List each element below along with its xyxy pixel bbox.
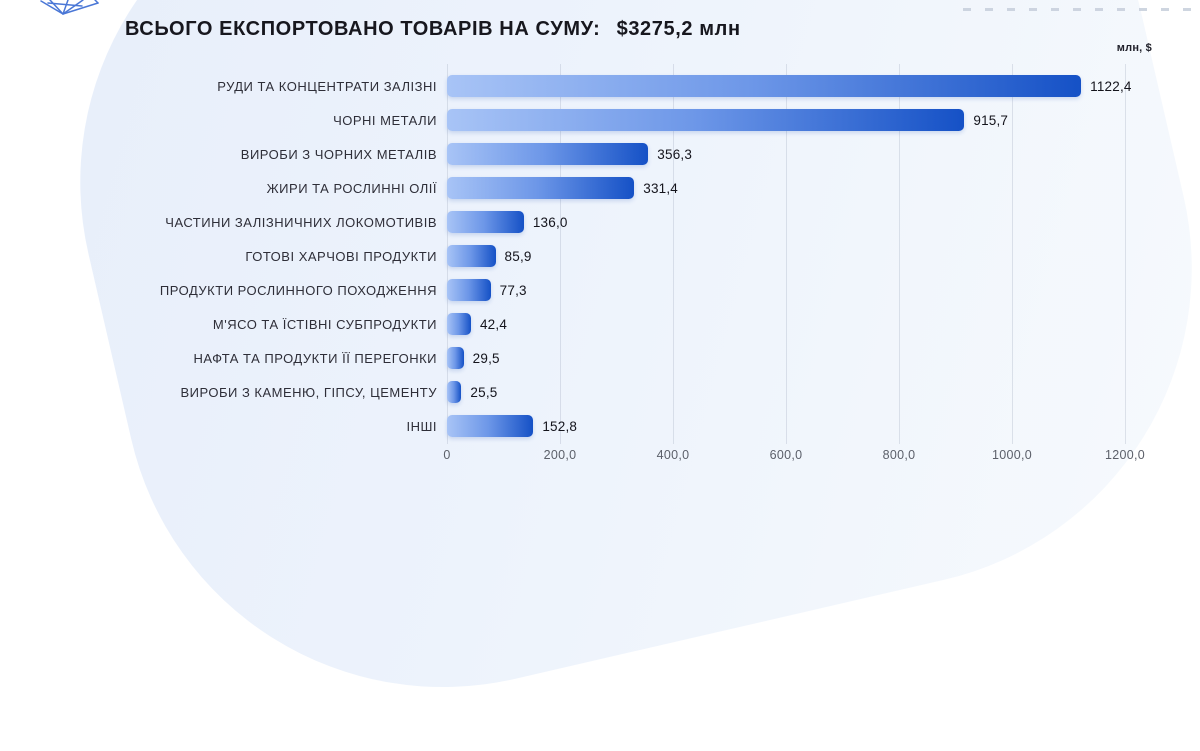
category-label: РУДИ ТА КОНЦЕНТРАТИ ЗАЛІЗНІ — [217, 79, 437, 94]
page-title: ВСЬОГО ЕКСПОРТОВАНО ТОВАРІВ НА СУМУ: $32… — [125, 18, 741, 41]
bar-value-label: 42,4 — [479, 317, 508, 332]
bar-value-label: 136,0 — [532, 215, 568, 230]
bar-chart: 0 200,0 400,0 600,0 800,0 1000,0 1200,0 РУДИ ТА… — [159, 64, 1146, 462]
x-axis-tick-label: 0 — [443, 448, 451, 462]
gridline — [1012, 64, 1013, 444]
dashed-decoration — [963, 8, 1200, 11]
x-axis-tick-label: 1200,0 — [1104, 448, 1146, 462]
bar-value-label: 25,5 — [470, 385, 498, 400]
gridline — [786, 64, 787, 444]
category-label: ВИРОБИ З КАМЕНЮ, ГІПСУ, ЦЕМЕНТУ — [180, 385, 437, 400]
bar-value-label: 77,3 — [499, 283, 527, 298]
bar — [447, 381, 462, 403]
gridline — [673, 64, 674, 444]
category-label: ІНШІ — [406, 419, 437, 434]
x-axis-tick-label: 800,0 — [882, 448, 916, 462]
bar-value-label: 85,9 — [504, 249, 532, 264]
bar — [447, 279, 491, 301]
bar-value-label: 331,4 — [643, 181, 679, 196]
gridline — [560, 64, 561, 444]
page-title-total-value: $3275,2 млн — [616, 18, 741, 40]
gridline — [1125, 64, 1126, 444]
category-label: ПРОДУКТИ РОСЛИННОГО ПОХОДЖЕННЯ — [159, 283, 437, 298]
bar — [447, 245, 496, 267]
bar — [447, 143, 649, 165]
x-axis-tick-label: 600,0 — [769, 448, 803, 462]
category-label: ЖИРИ ТА РОСЛИННІ ОЛІЇ — [266, 181, 437, 196]
bar-value-label: 915,7 — [973, 113, 1009, 128]
category-label: ЧОРНІ МЕТАЛИ — [333, 113, 437, 128]
category-label: НАФТА ТА ПРОДУКТИ ЇЇ ПЕРЕГОНКИ — [193, 351, 437, 366]
bar-value-label: 29,5 — [472, 351, 500, 366]
bar — [447, 313, 471, 335]
bar — [447, 177, 635, 199]
bar — [447, 211, 524, 233]
category-label: ГОТОВІ ХАРЧОВІ ПРОДУКТИ — [245, 249, 437, 264]
bar-value-label: 356,3 — [657, 147, 693, 162]
page-title-text: ВСЬОГО ЕКСПОРТОВАНО ТОВАРІВ НА СУМУ: — [125, 18, 601, 40]
x-axis-tick-label: 1000,0 — [991, 448, 1033, 462]
bar — [447, 347, 464, 369]
x-axis-tick-label: 400,0 — [656, 448, 690, 462]
category-label: ЧАСТИНИ ЗАЛІЗНИЧНИХ ЛОКОМОТИВІВ — [165, 215, 437, 230]
bar-value-label: 1122,4 — [1090, 79, 1132, 94]
x-axis-tick-label: 200,0 — [543, 448, 577, 462]
bar — [447, 415, 534, 437]
bar — [447, 75, 1082, 97]
bar — [447, 109, 965, 131]
gridline — [899, 64, 900, 444]
category-label: ВИРОБИ З ЧОРНИХ МЕТАЛІВ — [240, 147, 437, 162]
category-label: М'ЯСО ТА ЇСТІВНІ СУБПРОДУКТИ — [212, 317, 437, 332]
bar-value-label: 152,8 — [542, 419, 578, 434]
axis-unit-label: млн, $ — [1116, 42, 1152, 54]
logo-icon — [40, 0, 99, 15]
